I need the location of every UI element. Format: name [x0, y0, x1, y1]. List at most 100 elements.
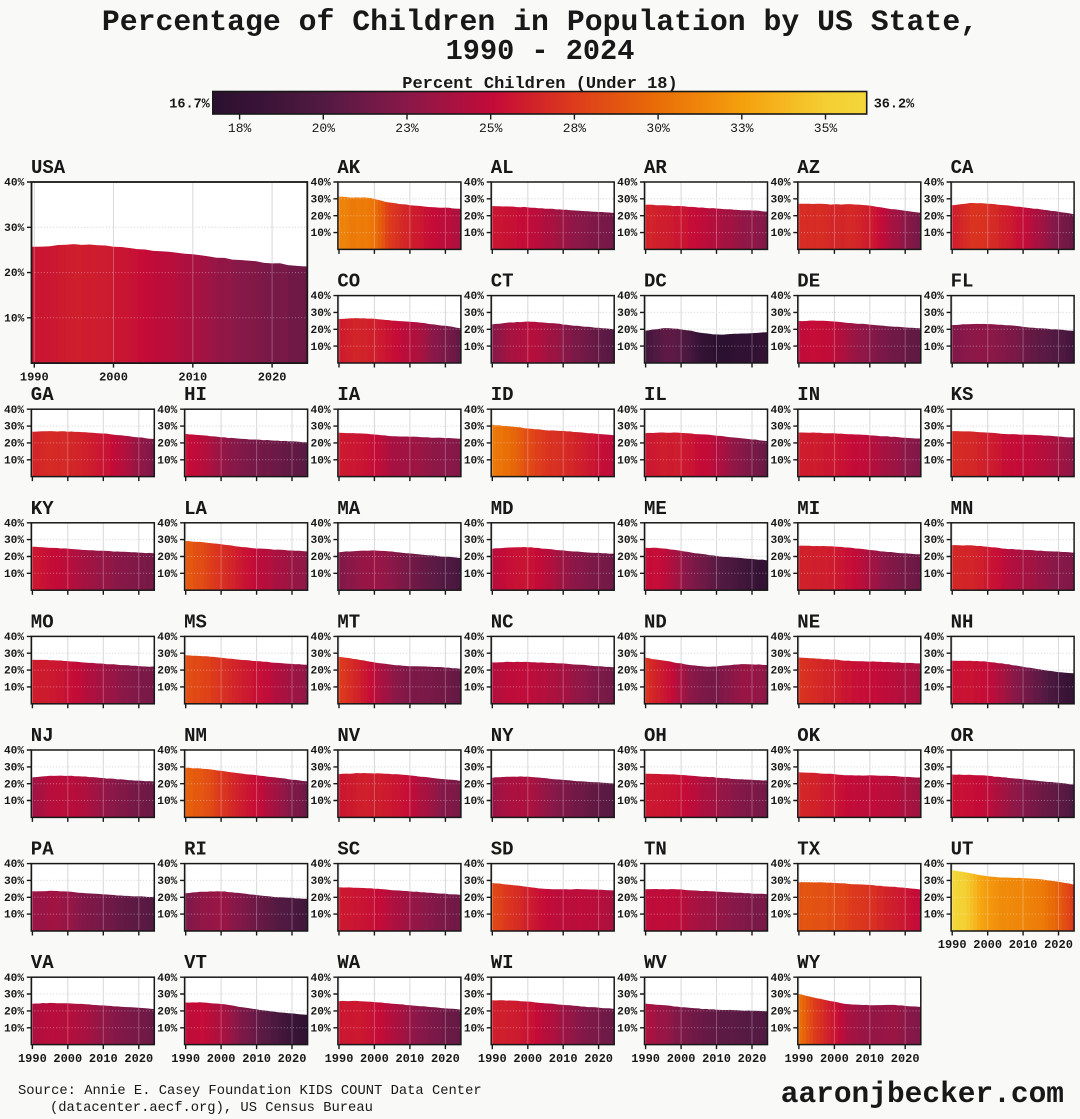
svg-text:30%: 30%	[157, 876, 177, 888]
svg-text:20%: 20%	[4, 1007, 24, 1019]
svg-text:LA: LA	[184, 498, 207, 520]
svg-text:ND: ND	[644, 611, 667, 633]
svg-text:40%: 40%	[770, 632, 790, 644]
svg-text:40%: 40%	[464, 291, 484, 303]
svg-text:2010: 2010	[395, 1052, 424, 1066]
svg-text:2000: 2000	[360, 1052, 389, 1066]
svg-text:40%: 40%	[4, 178, 24, 190]
svg-text:20%: 20%	[311, 439, 331, 451]
svg-text:30%: 30%	[770, 876, 790, 888]
svg-text:30%: 30%	[4, 223, 24, 235]
svg-text:30%: 30%	[617, 194, 637, 206]
svg-text:PA: PA	[31, 839, 54, 861]
svg-text:30%: 30%	[4, 649, 24, 661]
svg-text:30%: 30%	[924, 876, 944, 888]
svg-text:40%: 40%	[617, 859, 637, 871]
svg-text:20%: 20%	[4, 268, 24, 280]
svg-text:40%: 40%	[311, 291, 331, 303]
svg-text:10%: 10%	[617, 342, 637, 354]
svg-text:40%: 40%	[924, 746, 944, 758]
svg-text:10%: 10%	[770, 228, 790, 240]
svg-text:40%: 40%	[4, 405, 24, 417]
svg-text:20%: 20%	[770, 666, 790, 678]
svg-text:OR: OR	[951, 725, 974, 747]
svg-text:20%: 20%	[617, 1007, 637, 1019]
svg-text:2010: 2010	[178, 371, 207, 385]
svg-text:20%: 20%	[311, 1007, 331, 1019]
svg-text:Percentage of Children in Popu: Percentage of Children in Population by …	[102, 5, 978, 39]
svg-text:30%: 30%	[464, 990, 484, 1002]
svg-text:10%: 10%	[157, 1023, 177, 1035]
svg-text:10%: 10%	[770, 569, 790, 581]
svg-text:30%: 30%	[617, 422, 637, 434]
svg-text:aaronjbecker.com: aaronjbecker.com	[781, 1077, 1064, 1111]
svg-text:30%: 30%	[4, 876, 24, 888]
svg-text:40%: 40%	[770, 291, 790, 303]
svg-text:10%: 10%	[924, 569, 944, 581]
svg-text:30%: 30%	[617, 876, 637, 888]
svg-text:40%: 40%	[617, 405, 637, 417]
svg-text:2000: 2000	[820, 1052, 849, 1066]
svg-text:WY: WY	[797, 952, 820, 974]
svg-text:10%: 10%	[464, 1023, 484, 1035]
svg-text:2020: 2020	[584, 1052, 613, 1066]
svg-text:MS: MS	[184, 611, 207, 633]
svg-text:SD: SD	[491, 839, 514, 861]
svg-text:1990: 1990	[631, 1052, 660, 1066]
svg-text:30%: 30%	[311, 308, 331, 320]
svg-text:10%: 10%	[4, 313, 24, 325]
svg-text:1990: 1990	[18, 1052, 47, 1066]
svg-text:NY: NY	[491, 725, 514, 747]
svg-text:10%: 10%	[924, 342, 944, 354]
svg-text:MA: MA	[337, 498, 360, 520]
svg-text:30%: 30%	[770, 308, 790, 320]
svg-text:20%: 20%	[617, 779, 637, 791]
svg-text:30%: 30%	[157, 535, 177, 547]
svg-text:2000: 2000	[667, 1052, 696, 1066]
svg-text:30%: 30%	[617, 308, 637, 320]
svg-text:20%: 20%	[617, 439, 637, 451]
svg-text:VT: VT	[184, 952, 207, 974]
svg-text:40%: 40%	[311, 178, 331, 190]
svg-text:IN: IN	[797, 384, 820, 406]
svg-text:10%: 10%	[157, 796, 177, 808]
svg-text:36.2%: 36.2%	[874, 98, 915, 113]
svg-text:40%: 40%	[770, 859, 790, 871]
svg-text:2010: 2010	[702, 1052, 731, 1066]
svg-text:20%: 20%	[464, 211, 484, 223]
svg-text:30%: 30%	[4, 535, 24, 547]
svg-text:10%: 10%	[617, 910, 637, 922]
svg-text:20%: 20%	[4, 779, 24, 791]
svg-text:30%: 30%	[617, 990, 637, 1002]
svg-text:10%: 10%	[4, 1023, 24, 1035]
svg-text:20%: 20%	[157, 1007, 177, 1019]
svg-text:1990: 1990	[325, 1052, 354, 1066]
svg-text:10%: 10%	[464, 910, 484, 922]
svg-text:2020: 2020	[738, 1052, 767, 1066]
svg-text:AR: AR	[644, 157, 667, 179]
svg-text:20%: 20%	[311, 666, 331, 678]
svg-text:30%: 30%	[311, 876, 331, 888]
svg-text:2010: 2010	[242, 1052, 271, 1066]
svg-text:10%: 10%	[464, 683, 484, 695]
svg-text:23%: 23%	[395, 121, 419, 136]
svg-text:1990 - 2024: 1990 - 2024	[446, 35, 635, 68]
svg-text:MN: MN	[951, 498, 974, 520]
svg-text:2000: 2000	[973, 938, 1002, 952]
svg-text:40%: 40%	[770, 746, 790, 758]
svg-text:30%: 30%	[924, 535, 944, 547]
svg-text:30%: 30%	[617, 535, 637, 547]
svg-text:30%: 30%	[464, 535, 484, 547]
svg-text:40%: 40%	[4, 859, 24, 871]
svg-text:20%: 20%	[770, 211, 790, 223]
svg-text:20%: 20%	[157, 552, 177, 564]
svg-text:30%: 30%	[924, 308, 944, 320]
svg-text:10%: 10%	[617, 796, 637, 808]
svg-text:10%: 10%	[311, 683, 331, 695]
svg-text:20%: 20%	[924, 552, 944, 564]
svg-text:10%: 10%	[617, 455, 637, 467]
svg-text:40%: 40%	[311, 973, 331, 985]
svg-text:20%: 20%	[311, 211, 331, 223]
svg-text:20%: 20%	[770, 779, 790, 791]
svg-text:40%: 40%	[157, 859, 177, 871]
